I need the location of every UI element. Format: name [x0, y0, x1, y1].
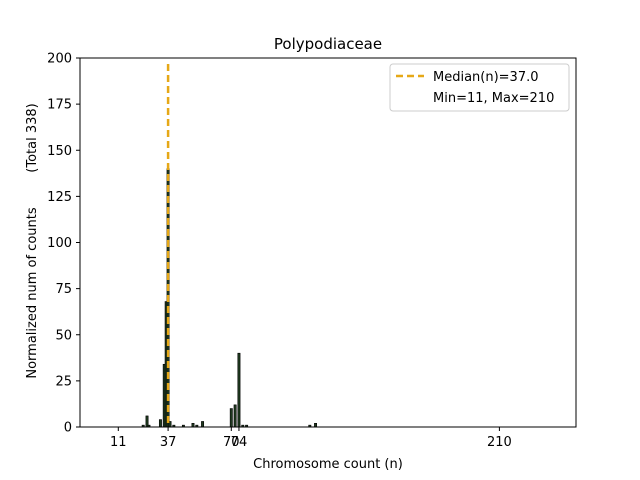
chart-title: Polypodiaceae [274, 35, 382, 53]
histogram-bar [237, 352, 241, 428]
y-axis-ticks: 0 25 50 75 100 125 150 175 200 [47, 52, 80, 436]
y-tick-label: 125 [47, 190, 72, 205]
y-tick-label: 175 [47, 98, 72, 113]
y-tick-label: 75 [55, 282, 72, 297]
x-tick-label: 11 [110, 435, 127, 450]
legend-entry-median: Median(n)=37.0 [433, 70, 539, 85]
histogram-bar [201, 421, 205, 428]
y-tick-label: 25 [55, 374, 72, 389]
histogram-bar [229, 408, 233, 428]
y-tick-label: 50 [55, 328, 72, 343]
y-tick-label: 0 [64, 421, 72, 436]
histogram-bar [233, 404, 237, 428]
y-axis-total-label: (Total 338) [25, 103, 40, 172]
y-tick-label: 100 [47, 236, 72, 251]
x-tick-label: 37 [160, 435, 177, 450]
x-tick-label: 70 [223, 435, 240, 450]
histogram-bar [314, 423, 317, 428]
legend-box [389, 63, 570, 112]
legend-entry-minmax: Min=11, Max=210 [433, 91, 554, 106]
histogram-bar [191, 423, 195, 428]
legend: Median(n)=37.0 Min=11, Max=210 [389, 63, 570, 112]
x-axis-label: Chromosome count (n) [253, 457, 403, 472]
x-tick-label: 74 [231, 435, 248, 450]
y-tick-label: 150 [47, 144, 72, 159]
y-tick-label: 200 [47, 52, 72, 67]
y-axis-label: Normalized num of counts [25, 207, 40, 378]
histogram-bar [158, 419, 162, 428]
x-tick-label: 210 [487, 435, 512, 450]
